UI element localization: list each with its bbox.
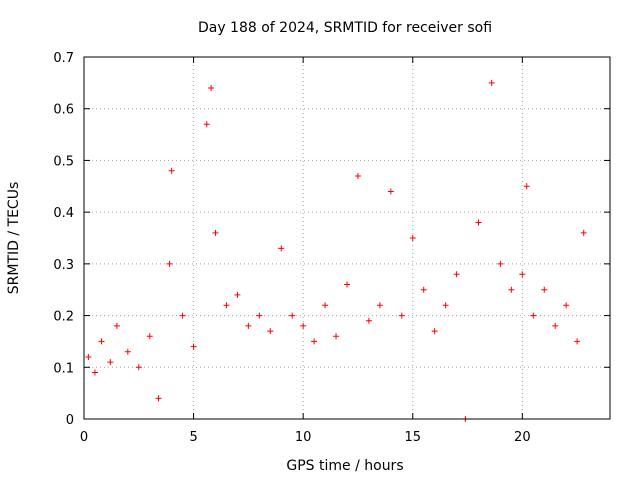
y-tick-label: 0.6 [53, 103, 74, 118]
x-tick-label: 5 [189, 430, 197, 445]
x-tick-label: 15 [404, 430, 421, 445]
x-tick-label: 0 [80, 430, 88, 445]
data-point [91, 369, 98, 376]
data-point [98, 338, 105, 345]
y-tick-label: 0 [66, 413, 74, 428]
data-point [212, 229, 219, 236]
data-point [179, 312, 186, 319]
data-point [453, 271, 460, 278]
data-point [278, 245, 285, 252]
data-point [166, 260, 173, 267]
data-point [409, 235, 416, 241]
data-point [113, 322, 120, 329]
data-point [497, 260, 504, 267]
y-tick-label: 0.4 [53, 206, 74, 221]
data-point [190, 343, 197, 350]
data-point [223, 302, 230, 309]
y-tick-label: 0.1 [53, 361, 74, 376]
chart-title: Day 188 of 2024, SRMTID for receiver sof… [198, 20, 492, 36]
data-point [85, 353, 92, 360]
data-point [552, 322, 559, 329]
data-point [541, 286, 548, 293]
data-point [107, 359, 114, 366]
data-point [208, 85, 215, 92]
data-point [519, 271, 526, 278]
data-point [256, 312, 263, 319]
data-point [354, 172, 361, 179]
data-point [267, 328, 274, 335]
data-point [442, 302, 449, 309]
data-points [85, 79, 587, 422]
x-tick-label: 10 [295, 430, 312, 445]
data-point [398, 312, 405, 319]
y-tick-label: 0.2 [53, 310, 74, 325]
data-point [124, 348, 131, 355]
data-point [344, 281, 350, 288]
data-point [530, 312, 537, 319]
x-tick-label: 20 [514, 430, 531, 445]
data-point [365, 317, 372, 324]
axis-ticks: 0 0.1 0.2 0.3 0.4 0.5 0.6 0.7 0 5 10 15 20 [53, 51, 610, 445]
data-point [387, 188, 394, 195]
plot-frame [83, 56, 611, 420]
data-point [333, 333, 340, 340]
x-axis-label: GPS time / hours [286, 458, 403, 474]
data-point [146, 333, 153, 340]
y-tick-label: 0.5 [53, 154, 74, 169]
data-point [488, 79, 495, 86]
y-tick-label: 0.3 [53, 258, 74, 273]
data-point [155, 395, 162, 402]
data-point [508, 286, 515, 293]
y-tick-label: 0.7 [53, 51, 74, 66]
data-point [431, 328, 438, 335]
data-point [563, 302, 570, 309]
data-point [523, 183, 530, 190]
data-point [580, 229, 587, 236]
data-point [322, 302, 329, 309]
data-point [420, 286, 427, 293]
data-point [135, 364, 142, 371]
data-point [311, 338, 318, 345]
grid-lines [84, 57, 610, 419]
data-point [376, 302, 383, 309]
data-point [245, 322, 252, 329]
data-point [574, 338, 581, 345]
data-point [168, 167, 175, 174]
data-point [234, 291, 241, 298]
data-point [203, 121, 210, 128]
data-point [289, 312, 296, 319]
data-point [475, 219, 482, 226]
y-axis-label: SRMTID / TECUs [6, 182, 22, 295]
data-point [300, 322, 307, 329]
